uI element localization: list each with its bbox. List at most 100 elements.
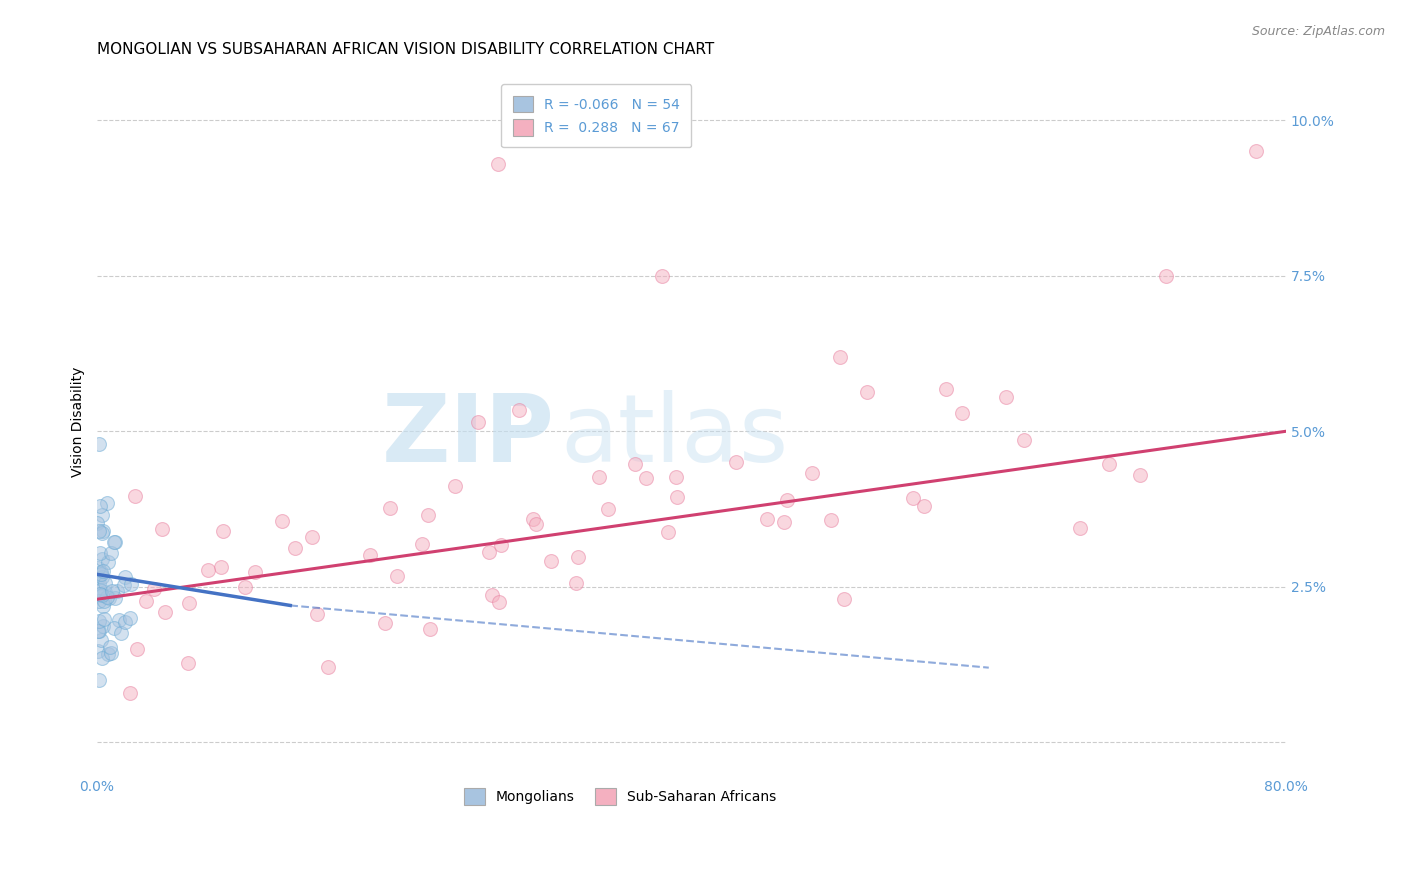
Point — [96, 591, 118, 605]
Point — [197, 563, 219, 577]
Point — [143, 582, 166, 597]
Point — [995, 390, 1018, 404]
Point — [651, 268, 673, 283]
Point — [100, 646, 122, 660]
Point — [103, 621, 125, 635]
Point — [488, 594, 510, 608]
Point — [1014, 433, 1036, 447]
Point — [820, 512, 842, 526]
Point — [307, 607, 329, 621]
Point — [385, 569, 408, 583]
Point — [89, 499, 111, 513]
Point — [96, 496, 118, 510]
Point — [87, 593, 110, 607]
Point — [665, 470, 688, 484]
Point — [565, 575, 588, 590]
Point — [90, 633, 112, 648]
Point — [90, 651, 112, 665]
Point — [832, 591, 855, 606]
Point — [374, 616, 396, 631]
Point — [444, 478, 467, 492]
Point — [935, 382, 957, 396]
Point — [93, 564, 115, 578]
Point — [90, 566, 112, 580]
Point — [98, 640, 121, 655]
Point — [118, 685, 141, 699]
Point — [636, 470, 658, 484]
Point — [87, 673, 110, 687]
Point — [830, 350, 852, 364]
Point — [124, 489, 146, 503]
Point — [773, 515, 796, 529]
Point — [378, 501, 401, 516]
Point — [755, 512, 778, 526]
Point — [411, 537, 433, 551]
Point — [91, 524, 114, 538]
Point — [114, 615, 136, 629]
Legend: Mongolians, Sub-Saharan Africans: Mongolians, Sub-Saharan Africans — [453, 777, 787, 815]
Point — [212, 524, 235, 538]
Point — [120, 577, 142, 591]
Point — [912, 499, 935, 513]
Point — [1098, 458, 1121, 472]
Point — [177, 657, 200, 671]
Point — [901, 491, 924, 505]
Point — [243, 565, 266, 579]
Point — [100, 546, 122, 560]
Point — [588, 470, 610, 484]
Point — [153, 605, 176, 619]
Point — [112, 577, 135, 591]
Point — [89, 587, 111, 601]
Point — [86, 571, 108, 585]
Point — [87, 524, 110, 538]
Point — [1246, 145, 1268, 159]
Text: ZIP: ZIP — [382, 390, 555, 482]
Point — [657, 525, 679, 540]
Point — [301, 530, 323, 544]
Point — [87, 624, 110, 639]
Point — [91, 588, 114, 602]
Point — [467, 416, 489, 430]
Point — [103, 534, 125, 549]
Point — [665, 491, 688, 505]
Point — [776, 493, 799, 508]
Point — [86, 516, 108, 531]
Point — [481, 589, 503, 603]
Point — [540, 554, 562, 568]
Point — [209, 560, 232, 574]
Point — [87, 436, 110, 450]
Point — [114, 570, 136, 584]
Point — [94, 575, 117, 590]
Text: MONGOLIAN VS SUBSAHARAN AFRICAN VISION DISABILITY CORRELATION CHART: MONGOLIAN VS SUBSAHARAN AFRICAN VISION D… — [97, 42, 714, 57]
Point — [91, 570, 114, 584]
Point — [316, 660, 339, 674]
Point — [105, 583, 128, 598]
Point — [94, 584, 117, 599]
Point — [596, 502, 619, 516]
Point — [89, 576, 111, 591]
Point — [416, 508, 439, 522]
Point — [86, 643, 108, 657]
Point — [478, 544, 501, 558]
Point — [89, 546, 111, 560]
Point — [97, 647, 120, 661]
Point — [93, 594, 115, 608]
Point — [97, 555, 120, 569]
Point — [98, 591, 121, 606]
Point — [104, 591, 127, 605]
Point — [91, 599, 114, 614]
Point — [950, 406, 973, 420]
Point — [89, 583, 111, 598]
Point — [110, 625, 132, 640]
Point — [624, 457, 647, 471]
Point — [91, 508, 114, 523]
Point — [127, 641, 149, 656]
Point — [419, 622, 441, 636]
Point — [856, 384, 879, 399]
Point — [235, 580, 257, 594]
Point — [108, 613, 131, 627]
Point — [86, 561, 108, 575]
Text: atlas: atlas — [561, 390, 789, 482]
Point — [567, 549, 589, 564]
Point — [90, 552, 112, 566]
